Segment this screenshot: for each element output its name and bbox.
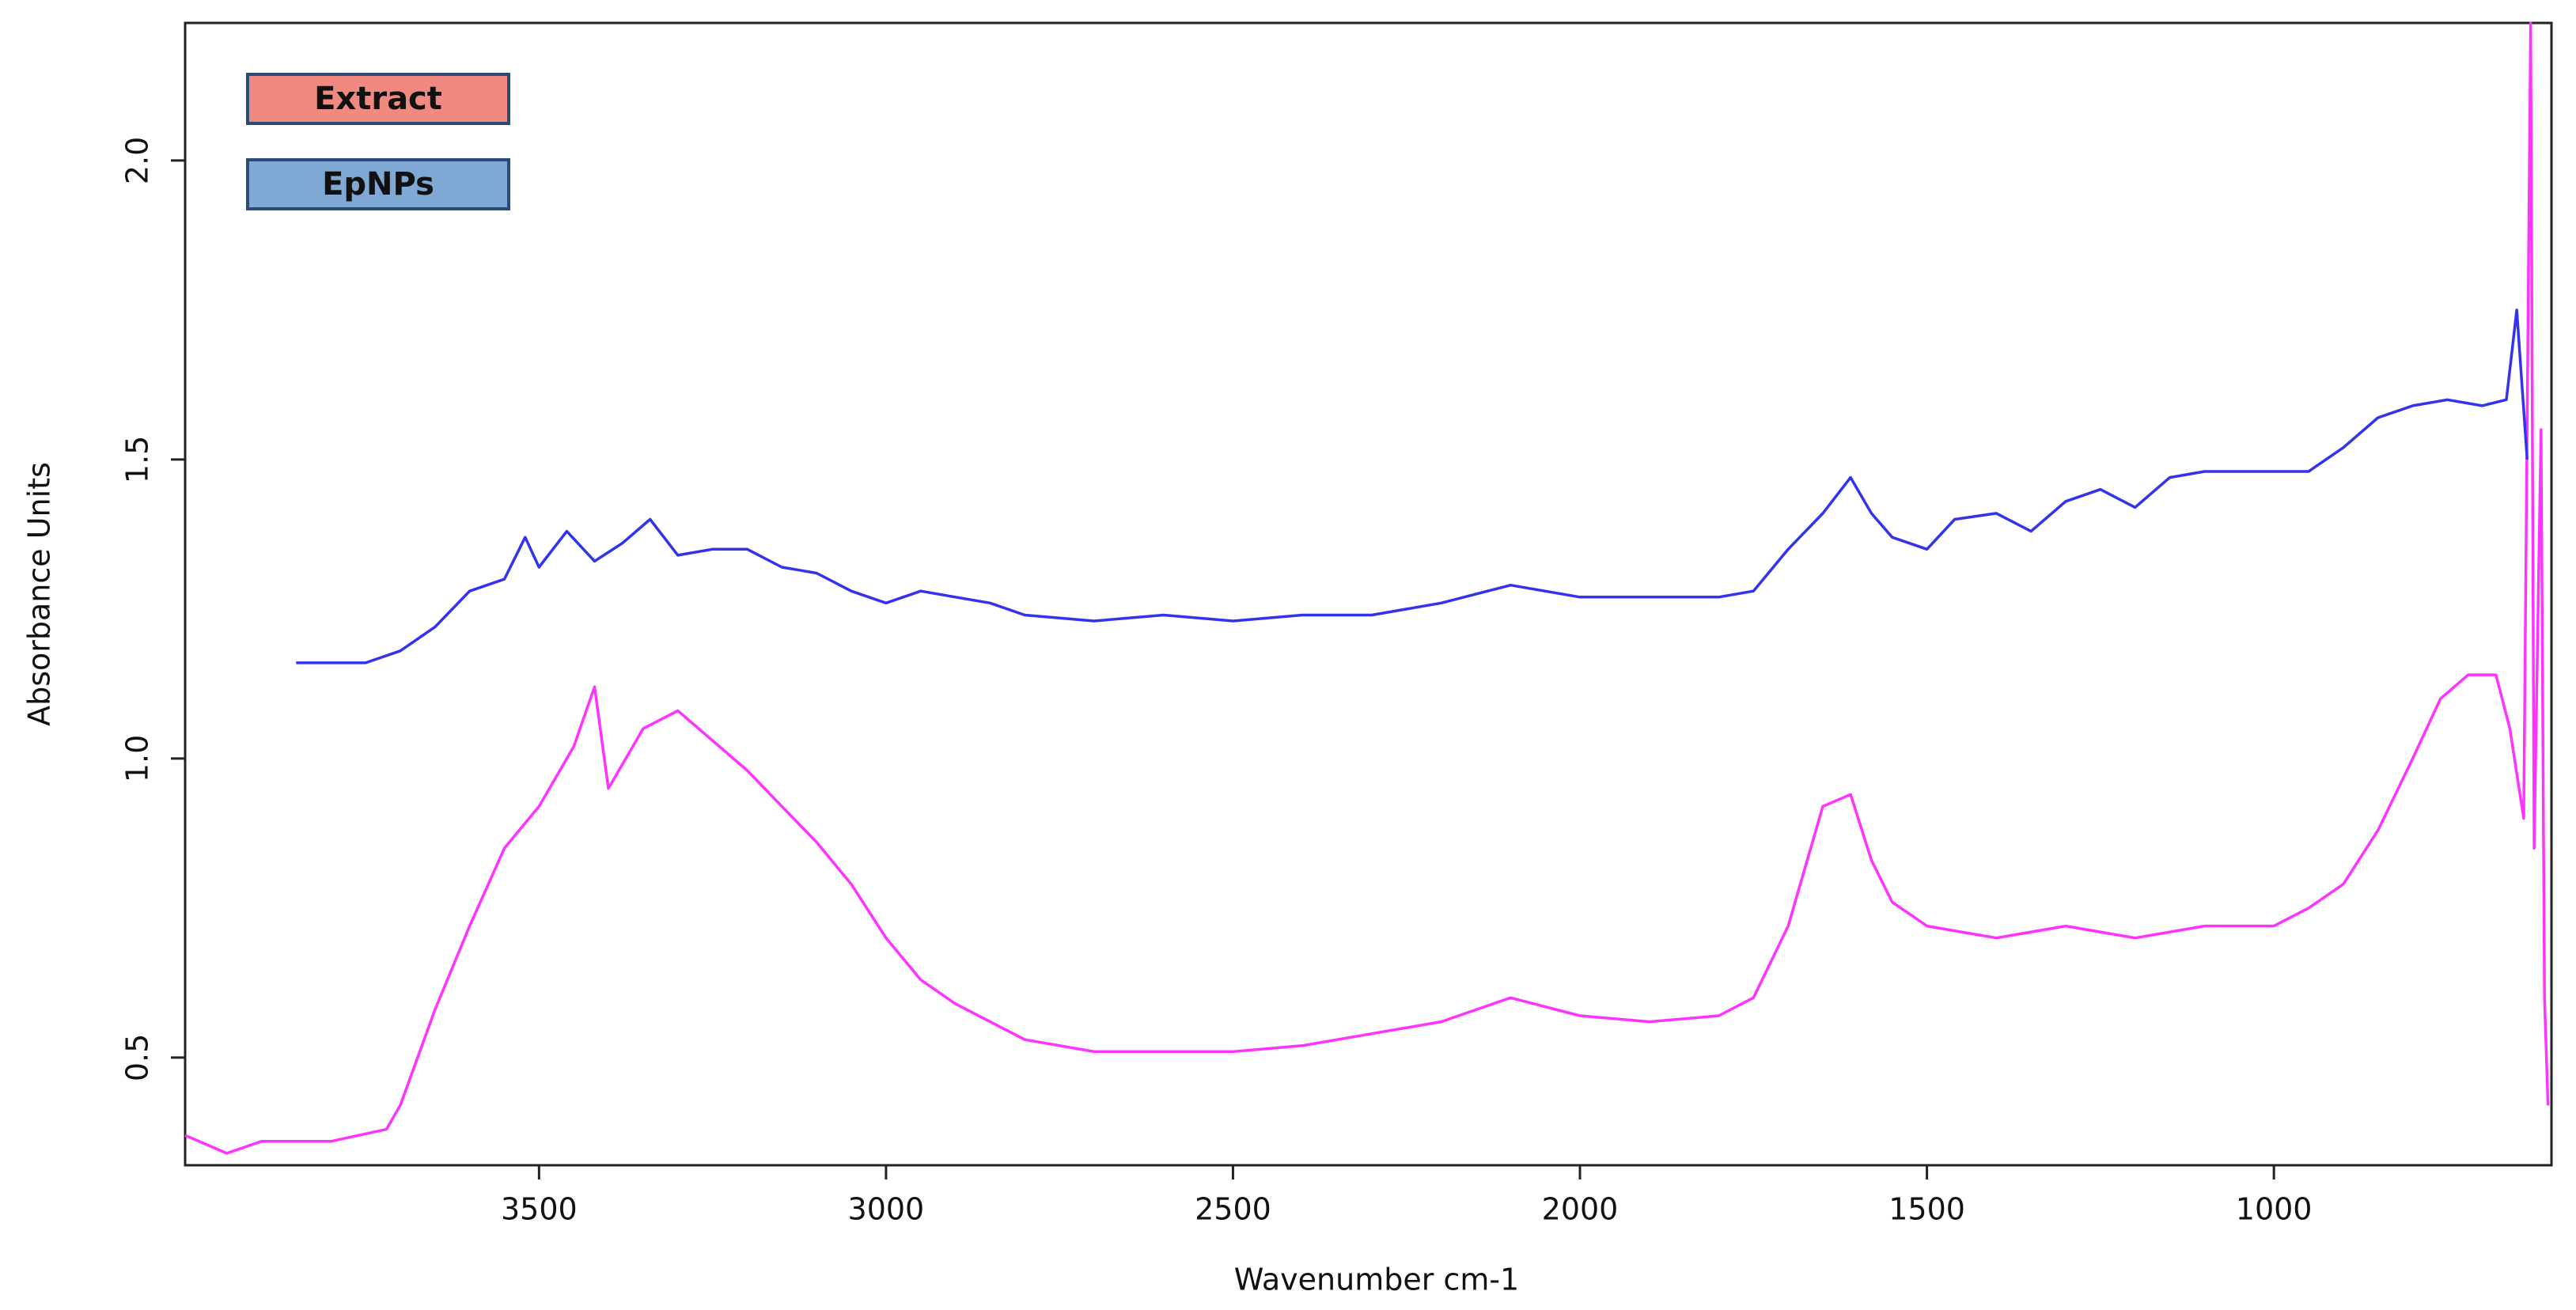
x-tick-label: 1500 [1888,1192,1965,1227]
x-axis-label: Wavenumber cm-1 [1234,1263,1519,1297]
line-series [296,309,2529,664]
legend-text: EpNPs [322,166,434,203]
x-tick-label: 1000 [2236,1192,2313,1227]
x-tick-label: 2500 [1195,1192,1271,1227]
plot-frame [184,21,2553,1167]
y-tick-label: 2.0 [120,137,155,184]
y-tick-label: 0.5 [120,1034,155,1081]
y-axis-label: Absorbance Units [22,462,57,726]
x-tick-label: 2000 [1542,1192,1619,1227]
legend-swatch [246,73,510,125]
x-tick-label: 3000 [848,1192,925,1227]
legend-swatch [246,158,510,210]
y-tick-label: 1.5 [120,436,155,483]
legend-text: Extract [314,81,442,117]
x-tick-label: 3500 [501,1192,578,1227]
line-series [184,21,2550,1155]
y-tick-label: 1.0 [120,735,155,782]
